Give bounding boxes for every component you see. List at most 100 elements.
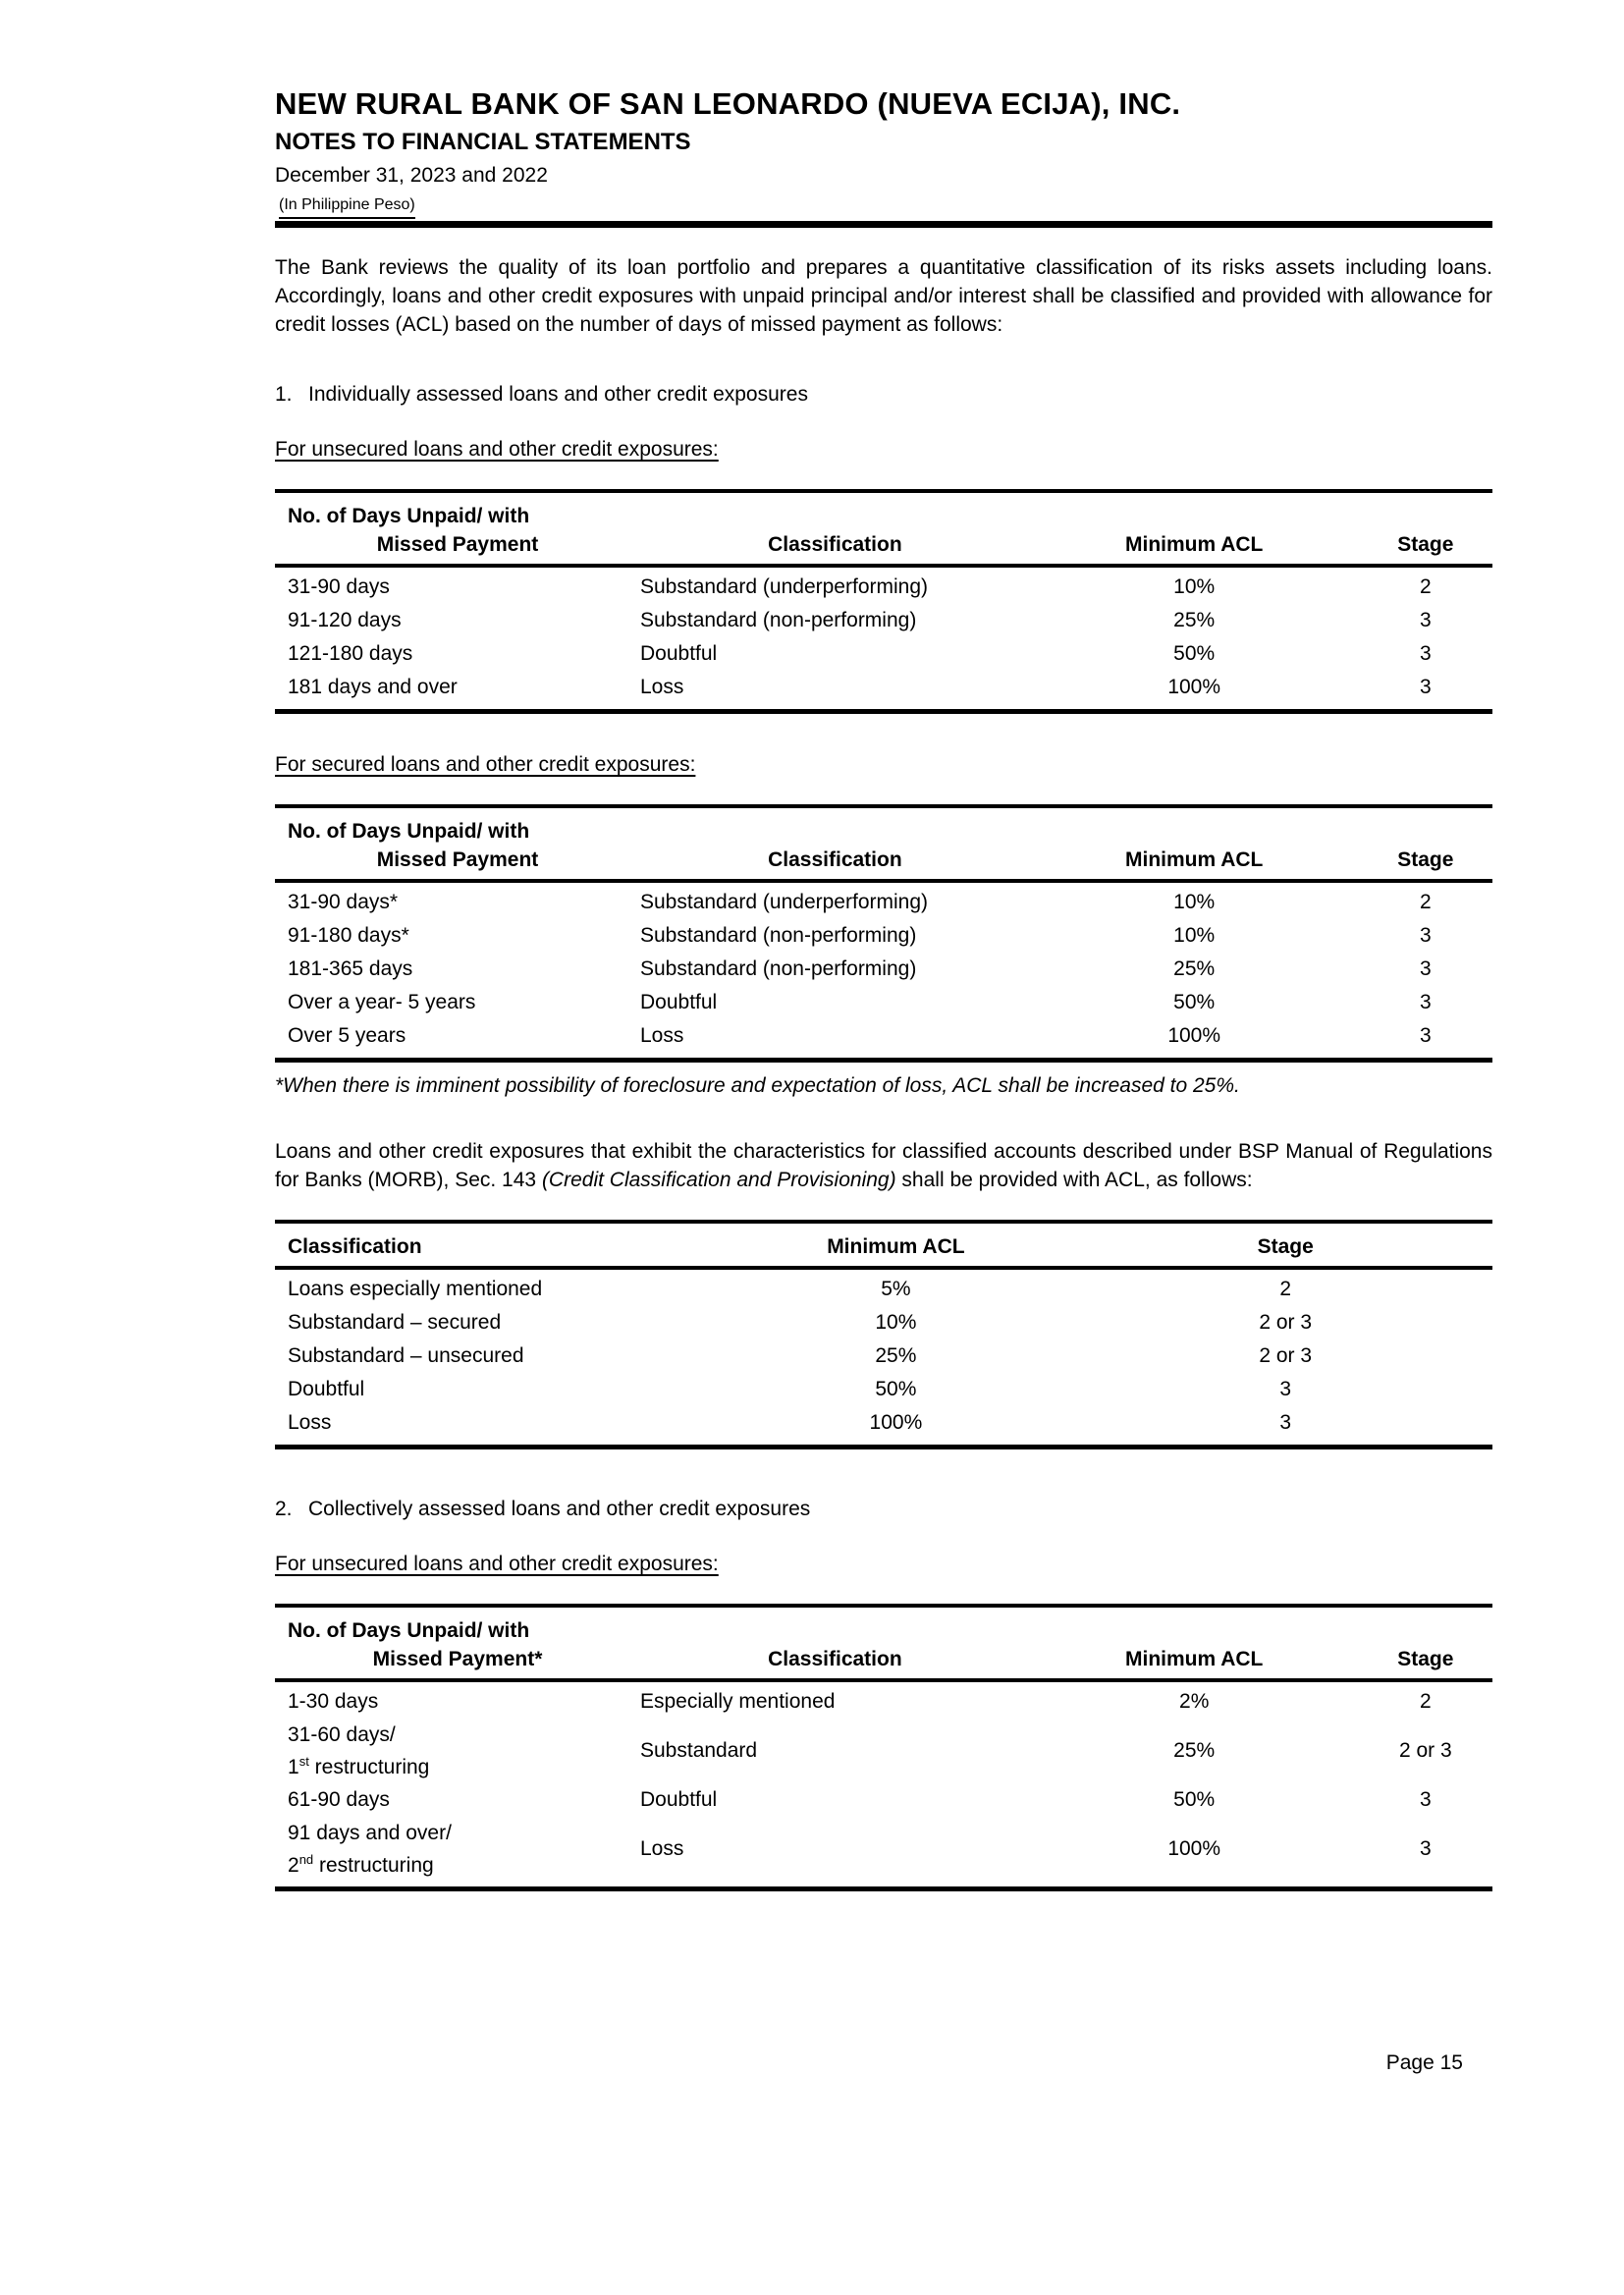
table-row: 1-30 days Especially mentioned 2% 2 <box>275 1680 1492 1719</box>
classification-cell: Loss <box>288 1411 332 1434</box>
date-line: December 31, 2023 and 2022 <box>275 164 548 187</box>
table-unsecured-individual: No. of Days Unpaid/ with Missed Payment … <box>275 489 1492 714</box>
classification-cell: Doubtful <box>640 991 718 1013</box>
document-page: NEW RURAL BANK OF SAN LEONARDO (NUEVA EC… <box>275 86 1492 1891</box>
unsecured-loans-heading-2: For unsecured loans and other credit exp… <box>275 1553 719 1575</box>
stage-cell: 3 <box>1419 1837 1432 1860</box>
days-cell: 181 days and over <box>288 676 458 698</box>
section-1-number: 1. <box>275 383 293 406</box>
days-cell: 31-90 days <box>288 575 390 598</box>
classification-cell: Loans especially mentioned <box>288 1278 543 1300</box>
section-1-text: Individually assessed loans and other cr… <box>308 383 808 406</box>
days-cell: 31-60 days/ 1st restructuring <box>275 1719 640 1783</box>
classification-cell: Loss <box>640 1837 684 1860</box>
acl-cell: 25% <box>875 1344 917 1367</box>
column-header-stage: Stage <box>1078 1222 1492 1270</box>
classification-cell: Doubtful <box>640 1788 718 1811</box>
column-header-stage: Stage <box>1358 1606 1492 1682</box>
bank-name: NEW RURAL BANK OF SAN LEONARDO (NUEVA EC… <box>275 86 1181 121</box>
acl-cell: 2% <box>1179 1690 1210 1713</box>
table-row: 31-90 days* Substandard (underperforming… <box>275 881 1492 919</box>
stage-cell: 3 <box>1419 924 1432 947</box>
days-cell: 31-90 days* <box>288 891 399 913</box>
currency-note: (In Philippine Peso) <box>279 195 415 219</box>
classification-cell: Substandard (underperforming) <box>640 891 928 913</box>
stage-cell: 3 <box>1419 642 1432 665</box>
column-header-classification: Classification <box>275 1222 714 1270</box>
table-row: 61-90 days Doubtful 50% 3 <box>275 1783 1492 1817</box>
stage-cell: 3 <box>1419 957 1432 980</box>
section-1-heading: 1. Individually assessed loans and other… <box>275 380 1492 409</box>
acl-cell: 50% <box>1173 642 1216 665</box>
ordinal-superscript: nd <box>298 1852 314 1867</box>
stage-cell: 2 <box>1419 1690 1432 1713</box>
document-title: NOTES TO FINANCIAL STATEMENTS <box>275 129 691 155</box>
table-row: 91 days and over/ 2nd restructuring Loss… <box>275 1817 1492 1889</box>
classification-cell: Substandard – secured <box>288 1311 502 1334</box>
days-cell: Over 5 years <box>288 1024 406 1047</box>
classification-cell: Especially mentioned <box>640 1690 836 1713</box>
acl-cell: 100% <box>1167 1837 1221 1860</box>
stage-cell: 2 <box>1279 1278 1292 1300</box>
acl-cell: 25% <box>1173 957 1216 980</box>
table-row: 91-180 days* Substandard (non-performing… <box>275 919 1492 953</box>
stage-cell: 3 <box>1419 991 1432 1013</box>
classification-cell: Substandard – unsecured <box>288 1344 524 1367</box>
acl-cell: 100% <box>1167 1024 1221 1047</box>
table-row: Substandard – unsecured 25% 2 or 3 <box>275 1339 1492 1373</box>
acl-cell: 25% <box>1173 609 1216 631</box>
section-2-heading: 2. Collectively assessed loans and other… <box>275 1495 1492 1523</box>
column-header-stage: Stage <box>1358 806 1492 883</box>
column-header-minimum-acl: Minimum ACL <box>1029 806 1359 883</box>
acl-cell: 10% <box>1173 891 1216 913</box>
table-header: No. of Days Unpaid/ with Missed Payment*… <box>275 1606 1492 1682</box>
stage-cell: 2 or 3 <box>1259 1311 1313 1334</box>
page-number: Page 15 <box>1385 2051 1463 2074</box>
morb-paragraph-italic: (Credit Classification and Provisioning) <box>541 1169 896 1191</box>
table-header: No. of Days Unpaid/ with Missed Payment … <box>275 806 1492 883</box>
column-header-days: No. of Days Unpaid/ with Missed Payment* <box>275 1606 640 1682</box>
column-header-days: No. of Days Unpaid/ with Missed Payment <box>275 806 640 883</box>
table-header-row: Classification Minimum ACL Stage <box>275 1222 1492 1270</box>
table-row: 181 days and over Loss 100% 3 <box>275 671 1492 712</box>
table-secured-individual: No. of Days Unpaid/ with Missed Payment … <box>275 804 1492 1063</box>
acl-cell: 100% <box>869 1411 923 1434</box>
table-row: Doubtful 50% 3 <box>275 1373 1492 1406</box>
days-cell: 121-180 days <box>288 642 413 665</box>
table-row: Over 5 years Loss 100% 3 <box>275 1019 1492 1061</box>
stage-cell: 2 or 3 <box>1259 1344 1313 1367</box>
section-2-text: Collectively assessed loans and other cr… <box>308 1498 811 1520</box>
stage-cell: 3 <box>1279 1411 1292 1434</box>
classification-cell: Loss <box>640 1024 684 1047</box>
stage-cell: 2 <box>1419 575 1432 598</box>
table-row: 31-90 days Substandard (underperforming)… <box>275 566 1492 604</box>
header-rule <box>275 221 1492 228</box>
column-header-classification: Classification <box>640 491 1030 568</box>
days-cell: 1-30 days <box>288 1690 379 1713</box>
table-classification-acl: Classification Minimum ACL Stage Loans e… <box>275 1220 1492 1449</box>
ordinal-superscript: st <box>298 1754 309 1769</box>
table-row: 121-180 days Doubtful 50% 3 <box>275 637 1492 671</box>
acl-cell: 50% <box>1173 991 1216 1013</box>
table-row: Loss 100% 3 <box>275 1406 1492 1448</box>
classification-cell: Substandard (non-performing) <box>640 957 917 980</box>
classification-cell: Substandard (underperforming) <box>640 575 928 598</box>
acl-cell: 10% <box>875 1311 917 1334</box>
acl-cell: 25% <box>1173 1739 1216 1762</box>
days-cell: 181-365 days <box>288 957 413 980</box>
table-header-row: No. of Days Unpaid/ with Missed Payment*… <box>275 1606 1492 1682</box>
section-2-number: 2. <box>275 1498 293 1520</box>
table-row: Substandard – secured 10% 2 or 3 <box>275 1306 1492 1339</box>
table-header-row: No. of Days Unpaid/ with Missed Payment … <box>275 491 1492 568</box>
table-row: Over a year- 5 years Doubtful 50% 3 <box>275 986 1492 1019</box>
foreclosure-footnote: *When there is imminent possibility of f… <box>275 1074 1240 1097</box>
acl-cell: 10% <box>1173 924 1216 947</box>
restructuring-line: 1st restructuring <box>288 1754 430 1778</box>
days-cell: 91-180 days* <box>288 924 409 947</box>
intro-paragraph: The Bank reviews the quality of its loan… <box>275 256 1492 336</box>
classification-cell: Substandard (non-performing) <box>640 609 917 631</box>
morb-paragraph-part1: Loans and other credit exposures that ex… <box>275 1140 1492 1191</box>
days-cell: 61-90 days <box>288 1788 390 1811</box>
acl-cell: 100% <box>1167 676 1221 698</box>
stage-cell: 3 <box>1419 609 1432 631</box>
